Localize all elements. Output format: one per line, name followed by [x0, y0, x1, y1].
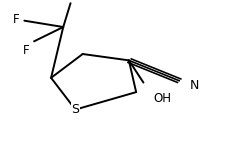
Text: S: S — [71, 103, 79, 116]
Text: F: F — [23, 44, 29, 57]
Text: F: F — [13, 13, 20, 26]
Text: N: N — [190, 79, 199, 92]
Text: OH: OH — [153, 92, 171, 105]
